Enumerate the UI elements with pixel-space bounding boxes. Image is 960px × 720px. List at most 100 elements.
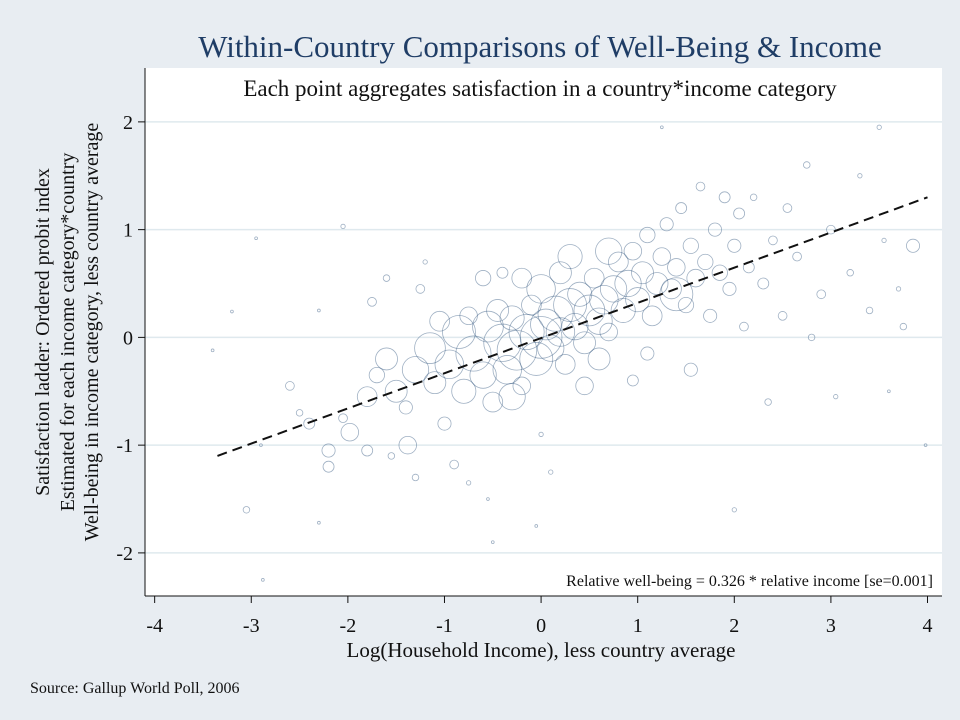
data-point (652, 247, 672, 266)
x-tick-label: 3 (826, 615, 836, 637)
data-point (675, 202, 688, 214)
data-point (733, 207, 746, 220)
data-point (367, 297, 377, 307)
data-point (511, 267, 533, 289)
data-point (338, 413, 348, 424)
source-note: Source: Gallup World Poll, 2006 (30, 680, 240, 697)
data-point (554, 354, 576, 375)
annotation: Relative well-being = 0.326 * relative i… (566, 573, 933, 590)
x-tick-label: -3 (243, 615, 260, 637)
data-point (538, 431, 544, 437)
data-point (553, 288, 587, 322)
data-point (398, 400, 413, 415)
data-point (526, 274, 556, 304)
data-point (667, 258, 686, 277)
data-point (610, 297, 636, 323)
data-point (782, 203, 793, 213)
data-point (697, 253, 714, 271)
data-point (677, 296, 695, 314)
chart-subtitle: Each point aggregates satisfaction in a … (243, 76, 837, 101)
y-tick-label: 1 (123, 220, 133, 242)
y-axis-label-line-2: Estimated for each income category*count… (57, 153, 79, 512)
plot-area (145, 68, 942, 596)
data-point (545, 317, 576, 347)
data-point (589, 284, 619, 315)
data-point (923, 443, 928, 447)
data-point (640, 346, 655, 361)
data-point (317, 520, 321, 525)
data-point (321, 443, 336, 458)
data-point (295, 409, 304, 417)
data-point (442, 315, 476, 349)
data-point (322, 460, 335, 473)
data-point (340, 223, 346, 229)
data-point (623, 241, 643, 261)
gridlines (145, 121, 942, 554)
data-point (645, 272, 669, 295)
y-axis-label-line-1: Satisfaction ladder: Ordered probit inde… (32, 168, 54, 496)
data-point (722, 281, 737, 296)
data-point (807, 333, 816, 342)
data-point (210, 348, 215, 353)
x-tick-label: 2 (729, 615, 739, 637)
data-point (434, 349, 465, 380)
data-point (803, 161, 811, 169)
data-point (387, 452, 396, 460)
data-point (561, 313, 589, 341)
data-point (492, 355, 522, 385)
data-point (661, 278, 682, 300)
data-point (567, 281, 593, 307)
data-point (534, 524, 539, 528)
x-axis-label: Log(Household Income), less country aver… (347, 638, 736, 662)
data-point (583, 267, 605, 289)
data-point (437, 416, 452, 431)
y-tick-label: 0 (123, 327, 133, 349)
data-point (519, 316, 563, 359)
data-point (414, 332, 446, 364)
data-point (731, 507, 737, 513)
chart-title: Within-Country Comparisons of Well-Being… (198, 29, 882, 64)
data-point (384, 379, 408, 403)
data-point (573, 294, 606, 327)
data-point (599, 275, 628, 303)
data-point (792, 251, 802, 262)
data-point (711, 264, 728, 281)
data-point (659, 217, 674, 232)
data-point (382, 274, 391, 282)
data-point (521, 294, 542, 316)
data-point (548, 469, 554, 475)
data-point (411, 473, 420, 482)
data-point (451, 378, 477, 404)
scatter-points (210, 124, 928, 582)
data-point (695, 181, 706, 192)
data-point (899, 322, 908, 331)
data-point (764, 398, 772, 406)
data-point (625, 287, 651, 313)
data-point (887, 389, 891, 394)
data-point (375, 347, 398, 371)
data-point (865, 306, 874, 315)
data-point (857, 173, 863, 179)
x-tick-label: 1 (633, 615, 643, 637)
data-point (469, 361, 497, 389)
data-point (368, 367, 385, 384)
data-point (641, 305, 663, 327)
data-point (895, 286, 902, 292)
data-point (496, 330, 538, 371)
data-point (757, 277, 770, 290)
data-point (846, 269, 854, 277)
data-point (749, 193, 758, 202)
data-point (459, 306, 478, 326)
data-point (626, 374, 639, 387)
data-point (826, 224, 836, 235)
data-point (398, 435, 417, 455)
data-point (816, 289, 827, 300)
x-tick-label: -4 (146, 615, 163, 637)
data-point (356, 386, 378, 407)
data-point (833, 394, 839, 400)
data-point (707, 222, 722, 237)
x-ticks: -4 -3 -2 -1 0 1 2 3 4 (146, 596, 933, 637)
data-point (496, 266, 509, 279)
data-point (483, 323, 522, 362)
